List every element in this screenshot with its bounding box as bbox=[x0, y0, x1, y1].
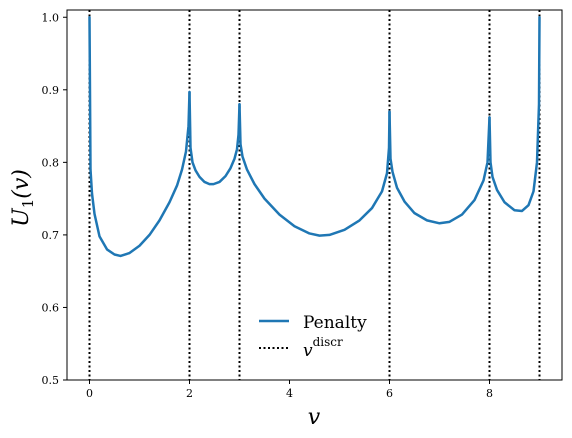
penalty-segment-0 bbox=[88, 16, 191, 258]
y-axis-label-subscript: 1 bbox=[19, 199, 37, 209]
y-axis-label-arg: (v) bbox=[9, 169, 34, 199]
y-tick-label-2: 0.7 bbox=[42, 229, 60, 242]
discretization-lines bbox=[88, 10, 541, 380]
legend: Penalty vdiscr bbox=[259, 313, 367, 361]
y-tick-label-3: 0.8 bbox=[42, 156, 60, 169]
penalty-segment-3 bbox=[388, 110, 491, 225]
penalty-segment-4 bbox=[488, 16, 541, 213]
penalty-segment-1 bbox=[188, 90, 241, 186]
legend-discr-label-superscript: discr bbox=[313, 335, 343, 349]
x-axis-ticks: 0 2 4 6 8 bbox=[86, 380, 493, 400]
y-axis-ticks: 0.5 0.6 0.7 0.8 0.9 1.0 bbox=[42, 11, 67, 387]
legend-discr-label: vdiscr bbox=[303, 335, 343, 361]
x-axis-label: v bbox=[308, 405, 321, 430]
y-tick-label-1: 0.6 bbox=[42, 301, 60, 314]
penalty-segment-2 bbox=[238, 103, 391, 237]
x-tick-label-1: 2 bbox=[186, 387, 193, 400]
y-axis-label-main: U bbox=[9, 207, 34, 227]
x-tick-label-4: 8 bbox=[486, 387, 493, 400]
x-tick-label-3: 6 bbox=[386, 387, 393, 400]
y-axis-label: U1(v) bbox=[9, 169, 37, 227]
x-tick-label-2: 4 bbox=[286, 387, 293, 400]
legend-discr-label-base: v bbox=[303, 341, 313, 361]
penalty-series bbox=[88, 16, 541, 258]
y-tick-label-4: 0.9 bbox=[42, 84, 60, 97]
x-tick-label-0: 0 bbox=[86, 387, 93, 400]
legend-penalty-label: Penalty bbox=[303, 313, 367, 333]
y-tick-label-5: 1.0 bbox=[42, 11, 60, 24]
plot-frame bbox=[66, 9, 563, 381]
y-tick-label-0: 0.5 bbox=[42, 374, 60, 387]
